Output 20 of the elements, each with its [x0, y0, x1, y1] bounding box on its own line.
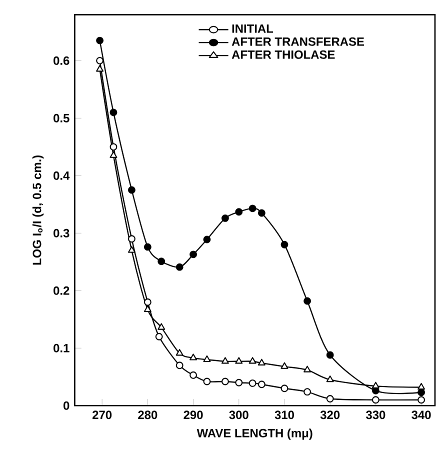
y-tick-label: 0.2 — [53, 286, 70, 295]
y-tick-label: 0.4 — [53, 171, 70, 180]
legend-label: AFTER TRANSFERASE — [232, 37, 364, 46]
x-tick-label: 300 — [229, 410, 248, 420]
x-axis-title: WAVE LENGTH (mμ) — [196, 428, 312, 440]
y-tick-label: 0.5 — [53, 114, 70, 122]
y-axis-title: LOG I$_{o}$/I (d, 0.5 cm.) — [32, 155, 44, 265]
legend-label: INITIAL — [232, 24, 273, 33]
x-tick-label: 270 — [92, 410, 112, 420]
x-tick-label: 340 — [411, 410, 431, 420]
x-tick-label: 310 — [274, 410, 294, 420]
legend-label: AFTER THIOLASE — [232, 50, 335, 59]
y-tick-label: 0.6 — [53, 56, 70, 65]
x-tick-label: 330 — [366, 410, 386, 420]
y-tick-label: 0.1 — [53, 344, 70, 352]
x-tick-label: 290 — [184, 410, 203, 420]
y-tick-label: 0.3 — [53, 228, 70, 238]
y-tick-label: 0 — [63, 401, 70, 410]
x-tick-label: 280 — [138, 410, 158, 420]
x-tick-label: 320 — [320, 410, 340, 420]
